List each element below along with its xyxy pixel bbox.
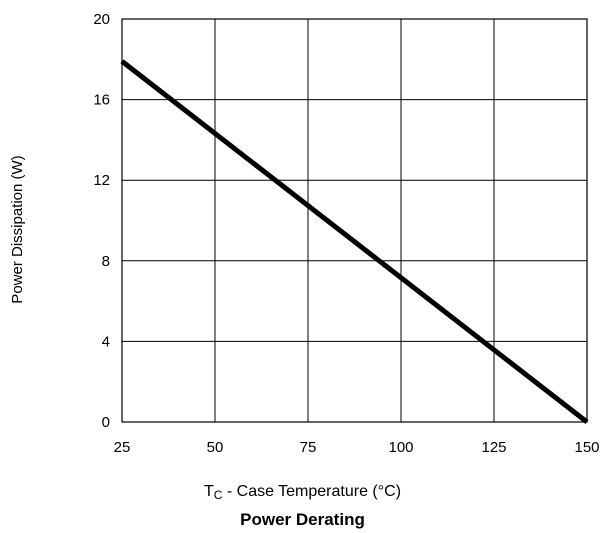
y-tick-label: 8 bbox=[102, 253, 110, 270]
y-tick-label: 12 bbox=[93, 172, 110, 189]
x-tick-label: 75 bbox=[300, 439, 317, 456]
x-tick-label: 150 bbox=[574, 439, 599, 456]
series bbox=[120, 59, 589, 424]
plot-frame bbox=[121, 18, 588, 423]
x-axis-label: TC - Case Temperature (°C) bbox=[203, 483, 402, 502]
y-tick-label: 16 bbox=[93, 92, 110, 109]
x-tick-label: 50 bbox=[207, 439, 224, 456]
series-line bbox=[120, 59, 589, 424]
chart-title: Power Derating bbox=[240, 510, 365, 529]
y-tick-label: 20 bbox=[93, 11, 110, 28]
x-tick-label: 100 bbox=[388, 439, 413, 456]
x-tick-label: 125 bbox=[481, 439, 506, 456]
y-tick-label: 4 bbox=[102, 333, 110, 350]
y-tick-label: 0 bbox=[102, 414, 110, 431]
y-axis-ticks: 0 4 8 12 16 20 bbox=[93, 11, 110, 431]
x-axis-ticks: 25 50 75 100 125 150 bbox=[114, 439, 600, 456]
grid bbox=[121, 18, 588, 423]
y-axis-label: Power Dissipation (W) bbox=[9, 155, 26, 303]
x-tick-label: 25 bbox=[114, 439, 131, 456]
